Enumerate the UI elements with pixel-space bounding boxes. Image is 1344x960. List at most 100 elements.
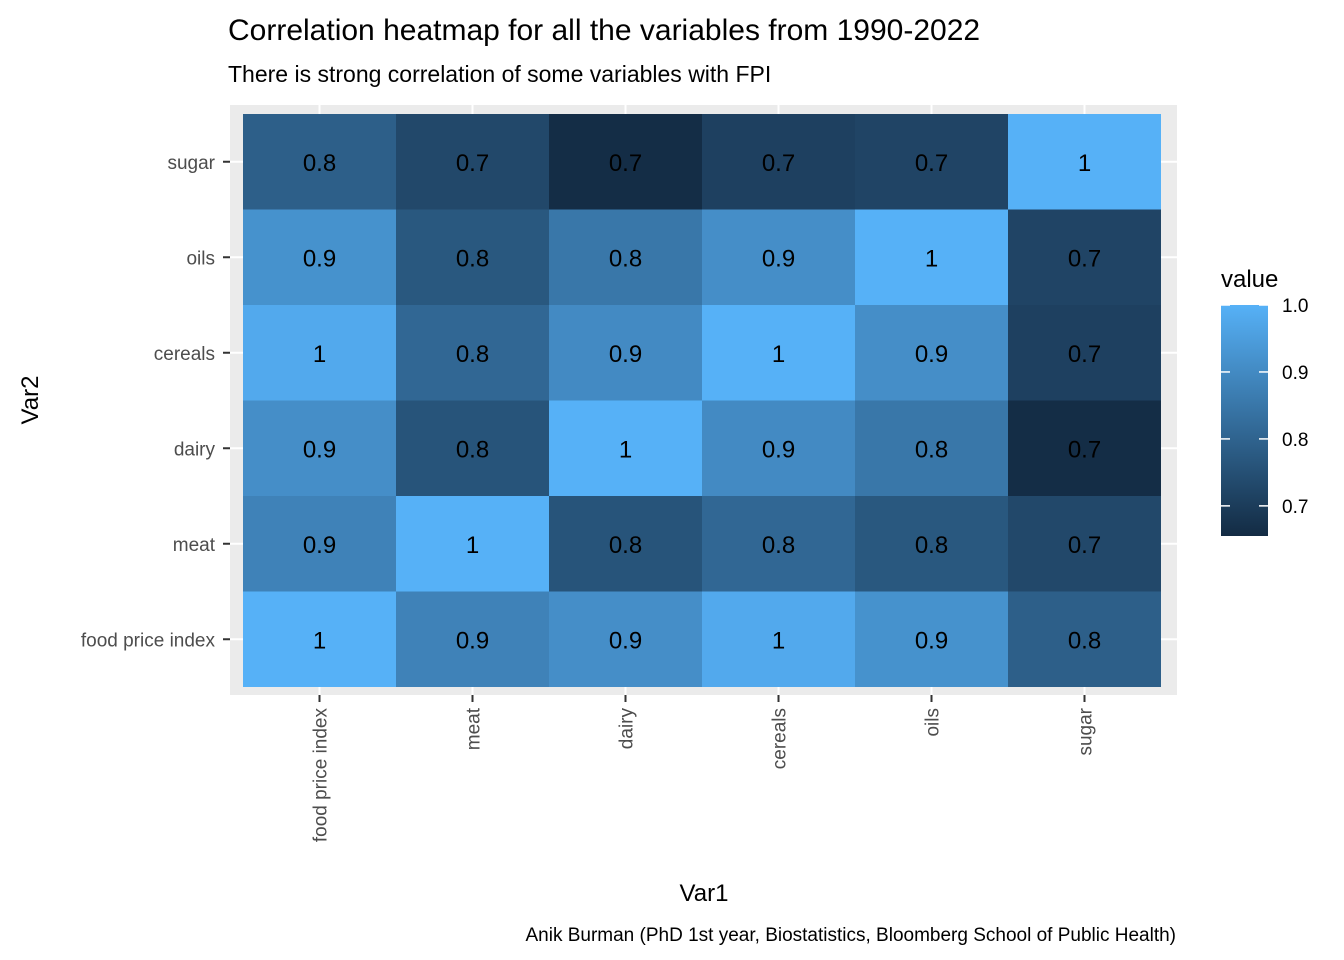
x-tick-label: meat <box>464 707 485 750</box>
cell-value-label: 1 <box>772 341 785 368</box>
heatmap-cell <box>855 114 1008 210</box>
cell-value-label: 0.7 <box>609 150 642 177</box>
heatmap-cells <box>243 114 1161 687</box>
heatmap-cell <box>702 591 855 687</box>
cell-value-label: 0.7 <box>1068 341 1101 368</box>
legend-label: 0.9 <box>1282 363 1308 384</box>
cell-value-label: 0.7 <box>456 150 489 177</box>
y-axis-title: Var2 <box>17 376 44 425</box>
heatmap-cell <box>243 209 396 305</box>
heatmap-cell <box>396 400 549 496</box>
heatmap-cell <box>549 400 702 496</box>
cell-value-label: 0.8 <box>762 532 795 559</box>
heatmap-cell <box>243 305 396 401</box>
cell-value-label: 0.7 <box>1068 532 1101 559</box>
cell-value-label: 1 <box>772 627 785 654</box>
cell-value-label: 0.8 <box>1068 627 1101 654</box>
heatmap-cell <box>1008 496 1161 592</box>
cell-value-label: 1 <box>313 341 326 368</box>
heatmap-cell <box>396 496 549 592</box>
y-tick-label: cereals <box>154 344 215 365</box>
chart-subtitle: There is strong correlation of some vari… <box>228 61 771 87</box>
cell-value-label: 0.8 <box>456 436 489 463</box>
heatmap-cell <box>855 591 1008 687</box>
cell-value-label: 0.7 <box>915 150 948 177</box>
cell-value-label: 1 <box>466 532 479 559</box>
y-tick-label: sugar <box>167 153 215 174</box>
heatmap-cell <box>855 400 1008 496</box>
x-tick-label: food price index <box>311 708 332 843</box>
heatmap-cell <box>1008 209 1161 305</box>
y-tick-label: food price index <box>81 630 216 651</box>
cell-value-label: 1 <box>313 627 326 654</box>
x-axis: food price index meat dairy cereals oils suga… <box>311 695 1097 842</box>
chart-title: Correlation heatmap for all the variable… <box>228 14 980 47</box>
y-tick-label: meat <box>173 535 216 556</box>
heatmap-cell <box>549 496 702 592</box>
cell-value-label: 0.8 <box>456 341 489 368</box>
heatmap-cell <box>702 496 855 592</box>
heatmap-cell <box>855 496 1008 592</box>
heatmap-cell <box>396 209 549 305</box>
legend-label: 0.7 <box>1282 497 1308 518</box>
heatmap-cell <box>243 114 396 210</box>
cell-value-label: 0.7 <box>1068 245 1101 272</box>
heatmap-cell <box>1008 114 1161 210</box>
cell-value-label: 0.9 <box>915 627 948 654</box>
cell-value-label: 0.8 <box>456 245 489 272</box>
cell-value-label: 1 <box>925 245 938 272</box>
cell-value-label: 0.8 <box>609 532 642 559</box>
heatmap-cell <box>243 400 396 496</box>
cell-value-label: 0.9 <box>762 245 795 272</box>
heatmap-cell <box>1008 400 1161 496</box>
heatmap-cell <box>396 591 549 687</box>
y-axis: food price index meat dairy cereals oils suga… <box>81 153 230 651</box>
heatmap-cell <box>855 305 1008 401</box>
x-tick-label: oils <box>923 708 944 737</box>
heatmap-cell <box>1008 305 1161 401</box>
cell-value-label: 0.8 <box>915 436 948 463</box>
legend-label: 0.8 <box>1282 430 1308 451</box>
heatmap-cell <box>243 591 396 687</box>
heatmap-cell <box>243 496 396 592</box>
y-tick-label: dairy <box>174 439 216 460</box>
cell-value-label: 0.7 <box>1068 436 1101 463</box>
cell-value-label: 1 <box>1078 150 1091 177</box>
heatmap-cell-labels: 1 0.9 0.9 1 0.9 0.8 0.9 1 0.8 0.8 0.8 0.7 0.9 0.8 1 0.9… <box>303 150 1101 655</box>
cell-value-label: 0.9 <box>915 341 948 368</box>
heatmap-cell <box>549 305 702 401</box>
legend-title: value <box>1221 266 1278 293</box>
cell-value-label: 0.8 <box>915 532 948 559</box>
cell-value-label: 0.9 <box>609 627 642 654</box>
chart-caption: Anik Burman (PhD 1st year, Biostatistics… <box>525 925 1176 946</box>
heatmap-cell <box>396 114 549 210</box>
heatmap-cell <box>855 209 1008 305</box>
heatmap-cell <box>702 209 855 305</box>
y-tick-label: oils <box>186 248 215 269</box>
cell-value-label: 0.9 <box>303 245 336 272</box>
cell-value-label: 0.8 <box>303 150 336 177</box>
cell-value-label: 0.9 <box>456 627 489 654</box>
cell-value-label: 1 <box>619 436 632 463</box>
x-axis-title: Var1 <box>680 880 729 907</box>
legend-ticks: 0.7 0.8 0.9 1.0 <box>1221 296 1308 518</box>
x-tick-label: dairy <box>617 708 638 750</box>
heatmap-cell <box>396 305 549 401</box>
heatmap-cell <box>702 305 855 401</box>
plot-panel: 1 0.9 0.9 1 0.9 0.8 0.9 1 0.8 0.8 0.8 0.7 0.9 0.8 1 0.9… <box>230 105 1177 695</box>
color-legend: value 0.7 0.8 0.9 1.0 <box>1221 266 1308 536</box>
cell-value-label: 0.9 <box>762 436 795 463</box>
heatmap-cell <box>549 591 702 687</box>
cell-value-label: 0.7 <box>762 150 795 177</box>
cell-value-label: 0.9 <box>609 341 642 368</box>
cell-value-label: 0.9 <box>303 436 336 463</box>
x-tick-label: cereals <box>770 708 791 769</box>
heatmap-cell <box>549 114 702 210</box>
heatmap-cell <box>1008 591 1161 687</box>
cell-value-label: 0.8 <box>609 245 642 272</box>
heatmap-cell <box>702 114 855 210</box>
x-tick-label: sugar <box>1076 707 1097 755</box>
legend-colorbar <box>1221 305 1268 536</box>
legend-label: 1.0 <box>1282 296 1308 317</box>
